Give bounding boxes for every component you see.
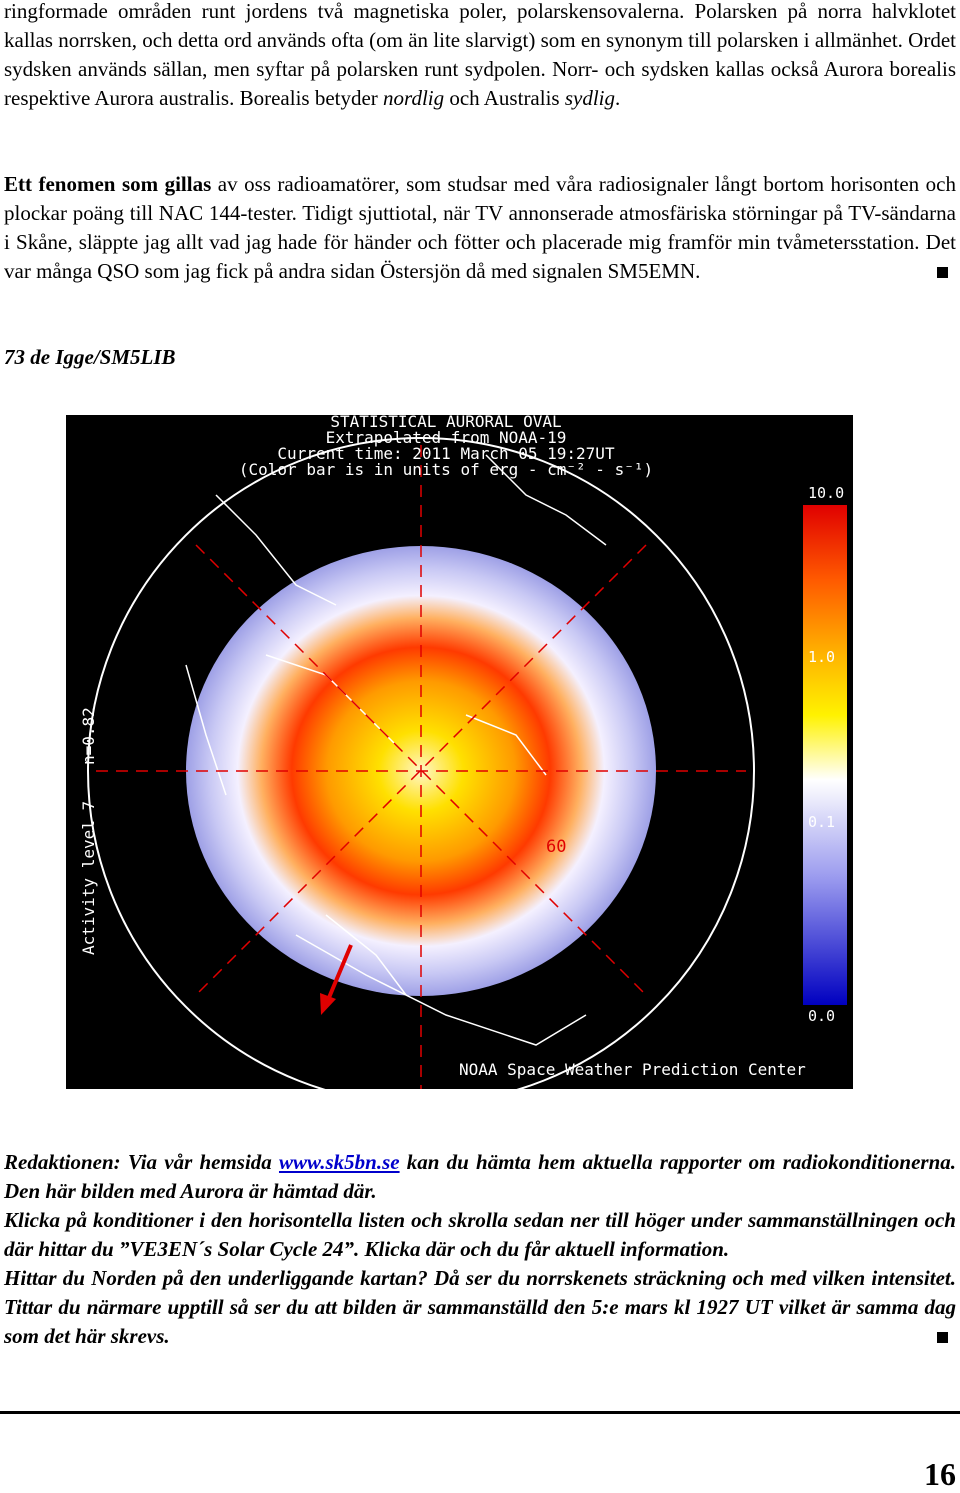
text: kan du hämta hem aktuella rapporter om r…	[4, 1150, 957, 1203]
colorbar-label: 10.0	[808, 484, 844, 502]
globe-outline	[87, 437, 755, 1089]
end-mark	[937, 267, 948, 278]
text: Klicka på konditioner i den horisontella…	[4, 1208, 956, 1261]
page-number: 16	[924, 1456, 956, 1492]
figure-title: STATISTICAL AURORAL OVAL	[330, 415, 561, 431]
coastlines	[185, 454, 607, 1046]
text: av oss radioamatörer, som studsar med vå…	[4, 172, 956, 283]
rule	[0, 1411, 960, 1414]
text: Hittar du Norden på den underliggande ka…	[4, 1266, 956, 1348]
grid-cross	[96, 445, 746, 1089]
figure-title: Current time: 2011 March 05 19:27UT	[277, 444, 615, 463]
latitude-label: 60	[546, 837, 566, 857]
colorbar-label: 0.1	[808, 813, 835, 831]
editorial-paragraph: Redaktionen: Via vår hemsida www.sk5bn.s…	[4, 1148, 956, 1351]
text: Redaktionen: Via vår hemsida	[4, 1150, 279, 1174]
text: .	[615, 86, 621, 110]
website-link[interactable]: www.sk5bn.se	[278, 1150, 400, 1174]
bold-text: Ett fenomen som gillas	[4, 172, 212, 196]
italic-text: sydlig	[564, 86, 616, 110]
arrow	[320, 944, 353, 1015]
figure-title: Extrapolated from NOAA-19	[326, 428, 567, 447]
colorbar-label: 1.0	[808, 648, 835, 666]
n-label: n=0.82	[79, 707, 98, 765]
intro-paragraph: ringformade områden runt jordens två mag…	[4, 0, 956, 113]
signature: 73 de Igge/SM5LIB	[4, 345, 176, 369]
text: och Australis	[444, 86, 565, 110]
color-bar	[803, 505, 847, 1005]
colorbar-label: 0.0	[808, 1007, 835, 1025]
activity-label: Activity level 7	[79, 801, 98, 955]
credit: NOAA Space Weather Prediction Center	[459, 1060, 806, 1079]
text: ringformade områden runt jordens två mag…	[4, 0, 956, 110]
figure-title: (Color bar is in units of erg - cm⁻² - s…	[239, 460, 653, 479]
story-paragraph: Ett fenomen som gillas av oss radioamatö…	[4, 170, 956, 286]
italic-text: nordlig	[383, 86, 445, 110]
end-mark	[937, 1332, 948, 1343]
